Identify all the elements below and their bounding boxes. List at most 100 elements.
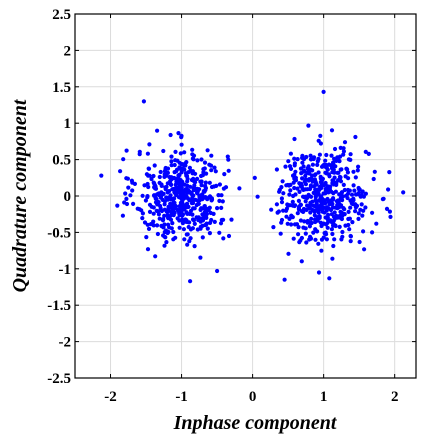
data-point bbox=[120, 213, 125, 218]
data-point bbox=[336, 158, 341, 163]
data-point bbox=[126, 185, 131, 190]
data-point bbox=[318, 133, 323, 138]
data-point bbox=[316, 170, 321, 175]
data-point bbox=[174, 169, 179, 174]
data-point bbox=[198, 224, 203, 229]
data-point bbox=[217, 198, 222, 203]
data-point bbox=[346, 157, 351, 162]
data-point bbox=[215, 206, 220, 211]
data-point bbox=[237, 186, 242, 191]
data-point bbox=[177, 212, 182, 217]
data-point bbox=[325, 225, 330, 230]
data-point bbox=[355, 168, 360, 173]
data-point bbox=[313, 204, 318, 209]
data-point bbox=[146, 173, 151, 178]
data-point bbox=[122, 200, 127, 205]
data-point bbox=[339, 190, 345, 195]
data-point bbox=[184, 174, 190, 179]
data-point bbox=[145, 194, 150, 199]
data-point bbox=[329, 227, 334, 232]
data-point bbox=[279, 200, 285, 205]
data-point bbox=[358, 207, 363, 212]
data-point bbox=[292, 185, 297, 191]
data-point bbox=[159, 183, 164, 188]
data-point bbox=[316, 241, 321, 246]
data-point bbox=[347, 188, 352, 193]
data-point bbox=[331, 160, 336, 165]
data-point bbox=[325, 184, 330, 189]
data-point bbox=[167, 225, 172, 230]
data-point bbox=[292, 156, 297, 161]
data-point bbox=[278, 231, 283, 236]
data-point bbox=[346, 209, 351, 214]
data-point bbox=[205, 226, 210, 231]
data-point bbox=[319, 237, 325, 242]
x-tick-label: -1 bbox=[175, 389, 188, 405]
data-point bbox=[281, 208, 286, 213]
data-point bbox=[159, 208, 164, 214]
data-point bbox=[312, 155, 317, 160]
data-point bbox=[190, 226, 195, 231]
data-point bbox=[171, 200, 176, 205]
data-point bbox=[338, 175, 343, 180]
data-point bbox=[213, 169, 218, 174]
data-point bbox=[174, 192, 179, 197]
data-point bbox=[332, 237, 337, 242]
data-point bbox=[222, 172, 227, 177]
data-point bbox=[189, 201, 195, 206]
data-point bbox=[169, 209, 174, 214]
data-point bbox=[225, 154, 230, 159]
data-point bbox=[190, 152, 195, 157]
data-point bbox=[303, 231, 308, 236]
data-point bbox=[191, 157, 196, 162]
data-point bbox=[401, 190, 406, 195]
data-point bbox=[318, 176, 323, 181]
data-point bbox=[182, 167, 187, 172]
data-point bbox=[161, 148, 166, 154]
data-point bbox=[202, 204, 207, 209]
data-point bbox=[219, 217, 224, 223]
data-point bbox=[288, 188, 293, 193]
data-point bbox=[147, 142, 152, 147]
data-point bbox=[374, 221, 379, 226]
data-point bbox=[202, 160, 208, 165]
data-point bbox=[348, 239, 353, 244]
data-point bbox=[318, 196, 323, 201]
data-point bbox=[165, 170, 170, 175]
data-point bbox=[207, 180, 212, 185]
data-point bbox=[307, 186, 313, 192]
data-point bbox=[180, 217, 185, 222]
x-tick-labels: -2 -1 0 1 2 bbox=[104, 389, 398, 405]
data-point bbox=[328, 198, 334, 203]
data-point bbox=[318, 207, 323, 212]
data-point bbox=[371, 176, 376, 182]
y-tick-label: 1 bbox=[64, 116, 72, 132]
data-point bbox=[280, 179, 285, 184]
data-point bbox=[185, 196, 190, 201]
data-point bbox=[327, 174, 332, 179]
data-point bbox=[212, 219, 217, 224]
data-point bbox=[290, 199, 295, 204]
data-point bbox=[152, 163, 157, 168]
data-point bbox=[151, 219, 156, 224]
data-point bbox=[207, 231, 212, 236]
data-point bbox=[169, 154, 174, 159]
data-point bbox=[357, 187, 362, 192]
data-point bbox=[348, 152, 353, 157]
data-point bbox=[166, 208, 171, 213]
data-point bbox=[345, 170, 350, 175]
data-point bbox=[360, 189, 365, 194]
data-point bbox=[319, 179, 324, 185]
data-point bbox=[333, 223, 338, 228]
x-tick-label: -2 bbox=[104, 389, 117, 405]
data-point bbox=[185, 189, 190, 194]
data-point bbox=[292, 161, 297, 166]
data-point bbox=[339, 167, 344, 172]
y-tick-label: 0 bbox=[64, 189, 72, 205]
data-point bbox=[207, 205, 212, 210]
data-point bbox=[363, 205, 368, 210]
data-point bbox=[124, 148, 129, 153]
data-point bbox=[199, 179, 204, 184]
data-point bbox=[363, 191, 368, 196]
